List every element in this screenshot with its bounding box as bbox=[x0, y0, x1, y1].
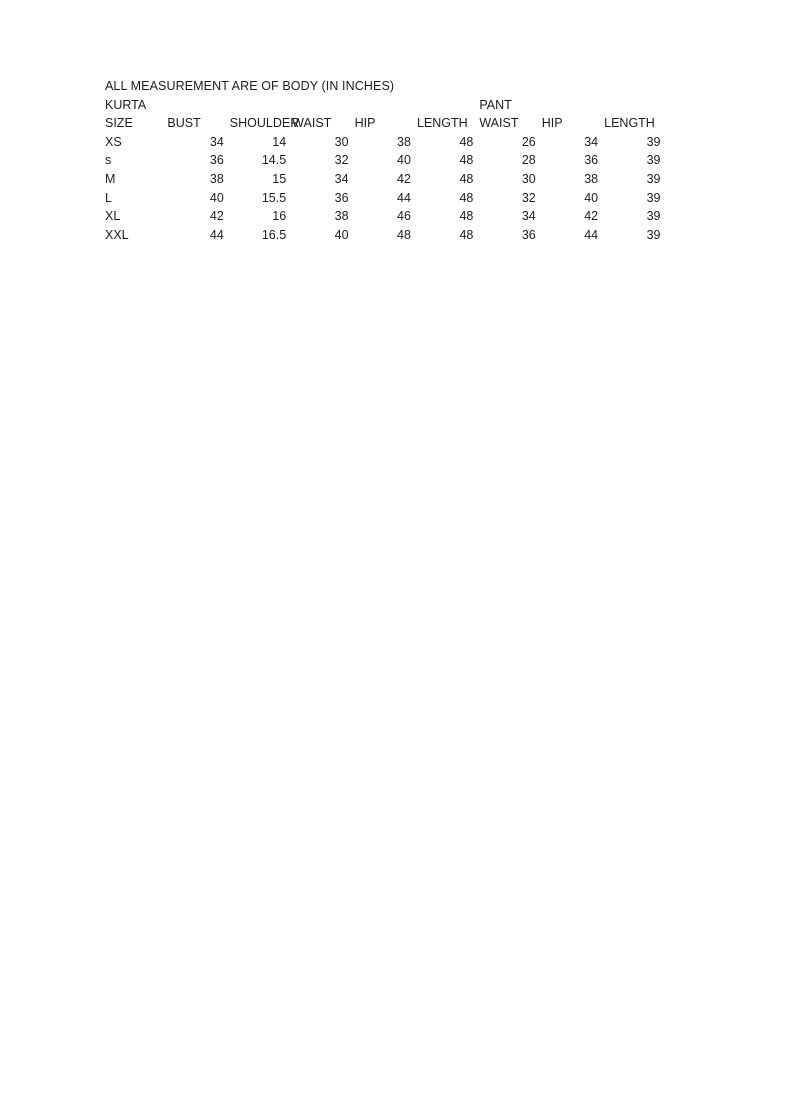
table-cell: 36 bbox=[584, 153, 599, 168]
table-cell: 46 bbox=[397, 209, 411, 224]
table-cell: 39 bbox=[646, 190, 661, 205]
size-label: XXL bbox=[105, 227, 129, 242]
table-row: XS 34 14 30 38 48 26 34 39 bbox=[105, 133, 667, 152]
table-cell: 44 bbox=[209, 227, 224, 242]
table-cell: 36 bbox=[521, 227, 536, 242]
table-cell: 42 bbox=[209, 209, 224, 224]
table-cell: 34 bbox=[584, 134, 599, 149]
column-header-pant-hip: HIP bbox=[541, 116, 563, 131]
table-cell: 26 bbox=[521, 134, 536, 149]
table-cell: 40 bbox=[584, 190, 599, 205]
table-cell: 48 bbox=[397, 227, 411, 242]
column-header-size: SIZE bbox=[105, 116, 133, 131]
table-cell: 16.5 bbox=[261, 227, 287, 242]
table-cell: 32 bbox=[521, 190, 536, 205]
table-cell: 42 bbox=[397, 171, 411, 186]
table-cell: 14 bbox=[272, 134, 287, 149]
table-cell: 40 bbox=[334, 227, 349, 242]
table-cell: 30 bbox=[334, 134, 349, 149]
table-cell: 39 bbox=[646, 227, 661, 242]
table-cell: 39 bbox=[646, 153, 661, 168]
size-label: M bbox=[105, 171, 116, 186]
table-cell: 38 bbox=[397, 134, 411, 149]
table-row: XXL 44 16.5 40 48 48 36 44 39 bbox=[105, 226, 667, 245]
table-cell: 36 bbox=[209, 153, 224, 168]
table-cell: 39 bbox=[646, 134, 661, 149]
table-cell: 15 bbox=[272, 171, 287, 186]
table-cell: 40 bbox=[209, 190, 224, 205]
group-label-row: KURTA PANT bbox=[105, 96, 667, 115]
header-row: SIZE BUST SHOULDER WAIST HIP LENGTH WAIS… bbox=[105, 114, 667, 133]
table-row: XL 42 16 38 46 48 34 42 39 bbox=[105, 207, 667, 226]
column-header-shoulder: SHOULDER bbox=[229, 116, 300, 131]
pant-group-label: PANT bbox=[479, 97, 512, 112]
column-header-bust: BUST bbox=[167, 116, 201, 131]
table-cell: 15.5 bbox=[261, 190, 287, 205]
table-cell: 48 bbox=[459, 171, 474, 186]
table-cell: 48 bbox=[459, 134, 474, 149]
table-cell: 40 bbox=[397, 153, 411, 168]
column-header-pant-length: LENGTH bbox=[604, 116, 655, 131]
table-cell: 38 bbox=[584, 171, 599, 186]
table-cell: 39 bbox=[646, 209, 661, 224]
table-cell: 48 bbox=[459, 190, 474, 205]
table-cell: 30 bbox=[521, 171, 536, 186]
table-cell: 16 bbox=[272, 209, 287, 224]
size-label: XL bbox=[105, 209, 121, 224]
table-cell: 39 bbox=[646, 171, 661, 186]
size-label: L bbox=[105, 190, 112, 205]
size-label: XS bbox=[105, 134, 122, 149]
table-cell: 48 bbox=[459, 209, 474, 224]
table-cell: 34 bbox=[521, 209, 536, 224]
chart-title: ALL MEASUREMENT ARE OF BODY (IN INCHES) bbox=[105, 79, 395, 93]
kurta-group-label: KURTA bbox=[105, 97, 147, 112]
table-cell: 34 bbox=[334, 171, 349, 186]
table-cell: 44 bbox=[397, 190, 411, 205]
table-cell: 34 bbox=[209, 134, 224, 149]
table-row: L 40 15.5 36 44 48 32 40 39 bbox=[105, 189, 667, 208]
table-row: s 36 14.5 32 40 48 28 36 39 bbox=[105, 151, 667, 170]
table-cell: 38 bbox=[334, 209, 349, 224]
column-header-kurta-length: LENGTH bbox=[416, 116, 468, 131]
column-header-pant-waist: WAIST bbox=[479, 116, 519, 131]
table-row: M 38 15 34 42 48 30 38 39 bbox=[105, 170, 667, 189]
size-label: s bbox=[105, 153, 112, 168]
column-header-kurta-hip: HIP bbox=[354, 116, 376, 131]
size-chart: ALL MEASUREMENT ARE OF BODY (IN INCHES) … bbox=[105, 77, 667, 244]
table-cell: 28 bbox=[521, 153, 536, 168]
table-cell: 14.5 bbox=[261, 153, 287, 168]
table-cell: 44 bbox=[584, 227, 599, 242]
table-cell: 32 bbox=[334, 153, 349, 168]
table-cell: 38 bbox=[209, 171, 224, 186]
table-cell: 48 bbox=[459, 227, 474, 242]
table-cell: 36 bbox=[334, 190, 349, 205]
table-cell: 48 bbox=[459, 153, 474, 168]
column-header-kurta-waist: WAIST bbox=[292, 116, 332, 131]
table-cell: 42 bbox=[584, 209, 599, 224]
